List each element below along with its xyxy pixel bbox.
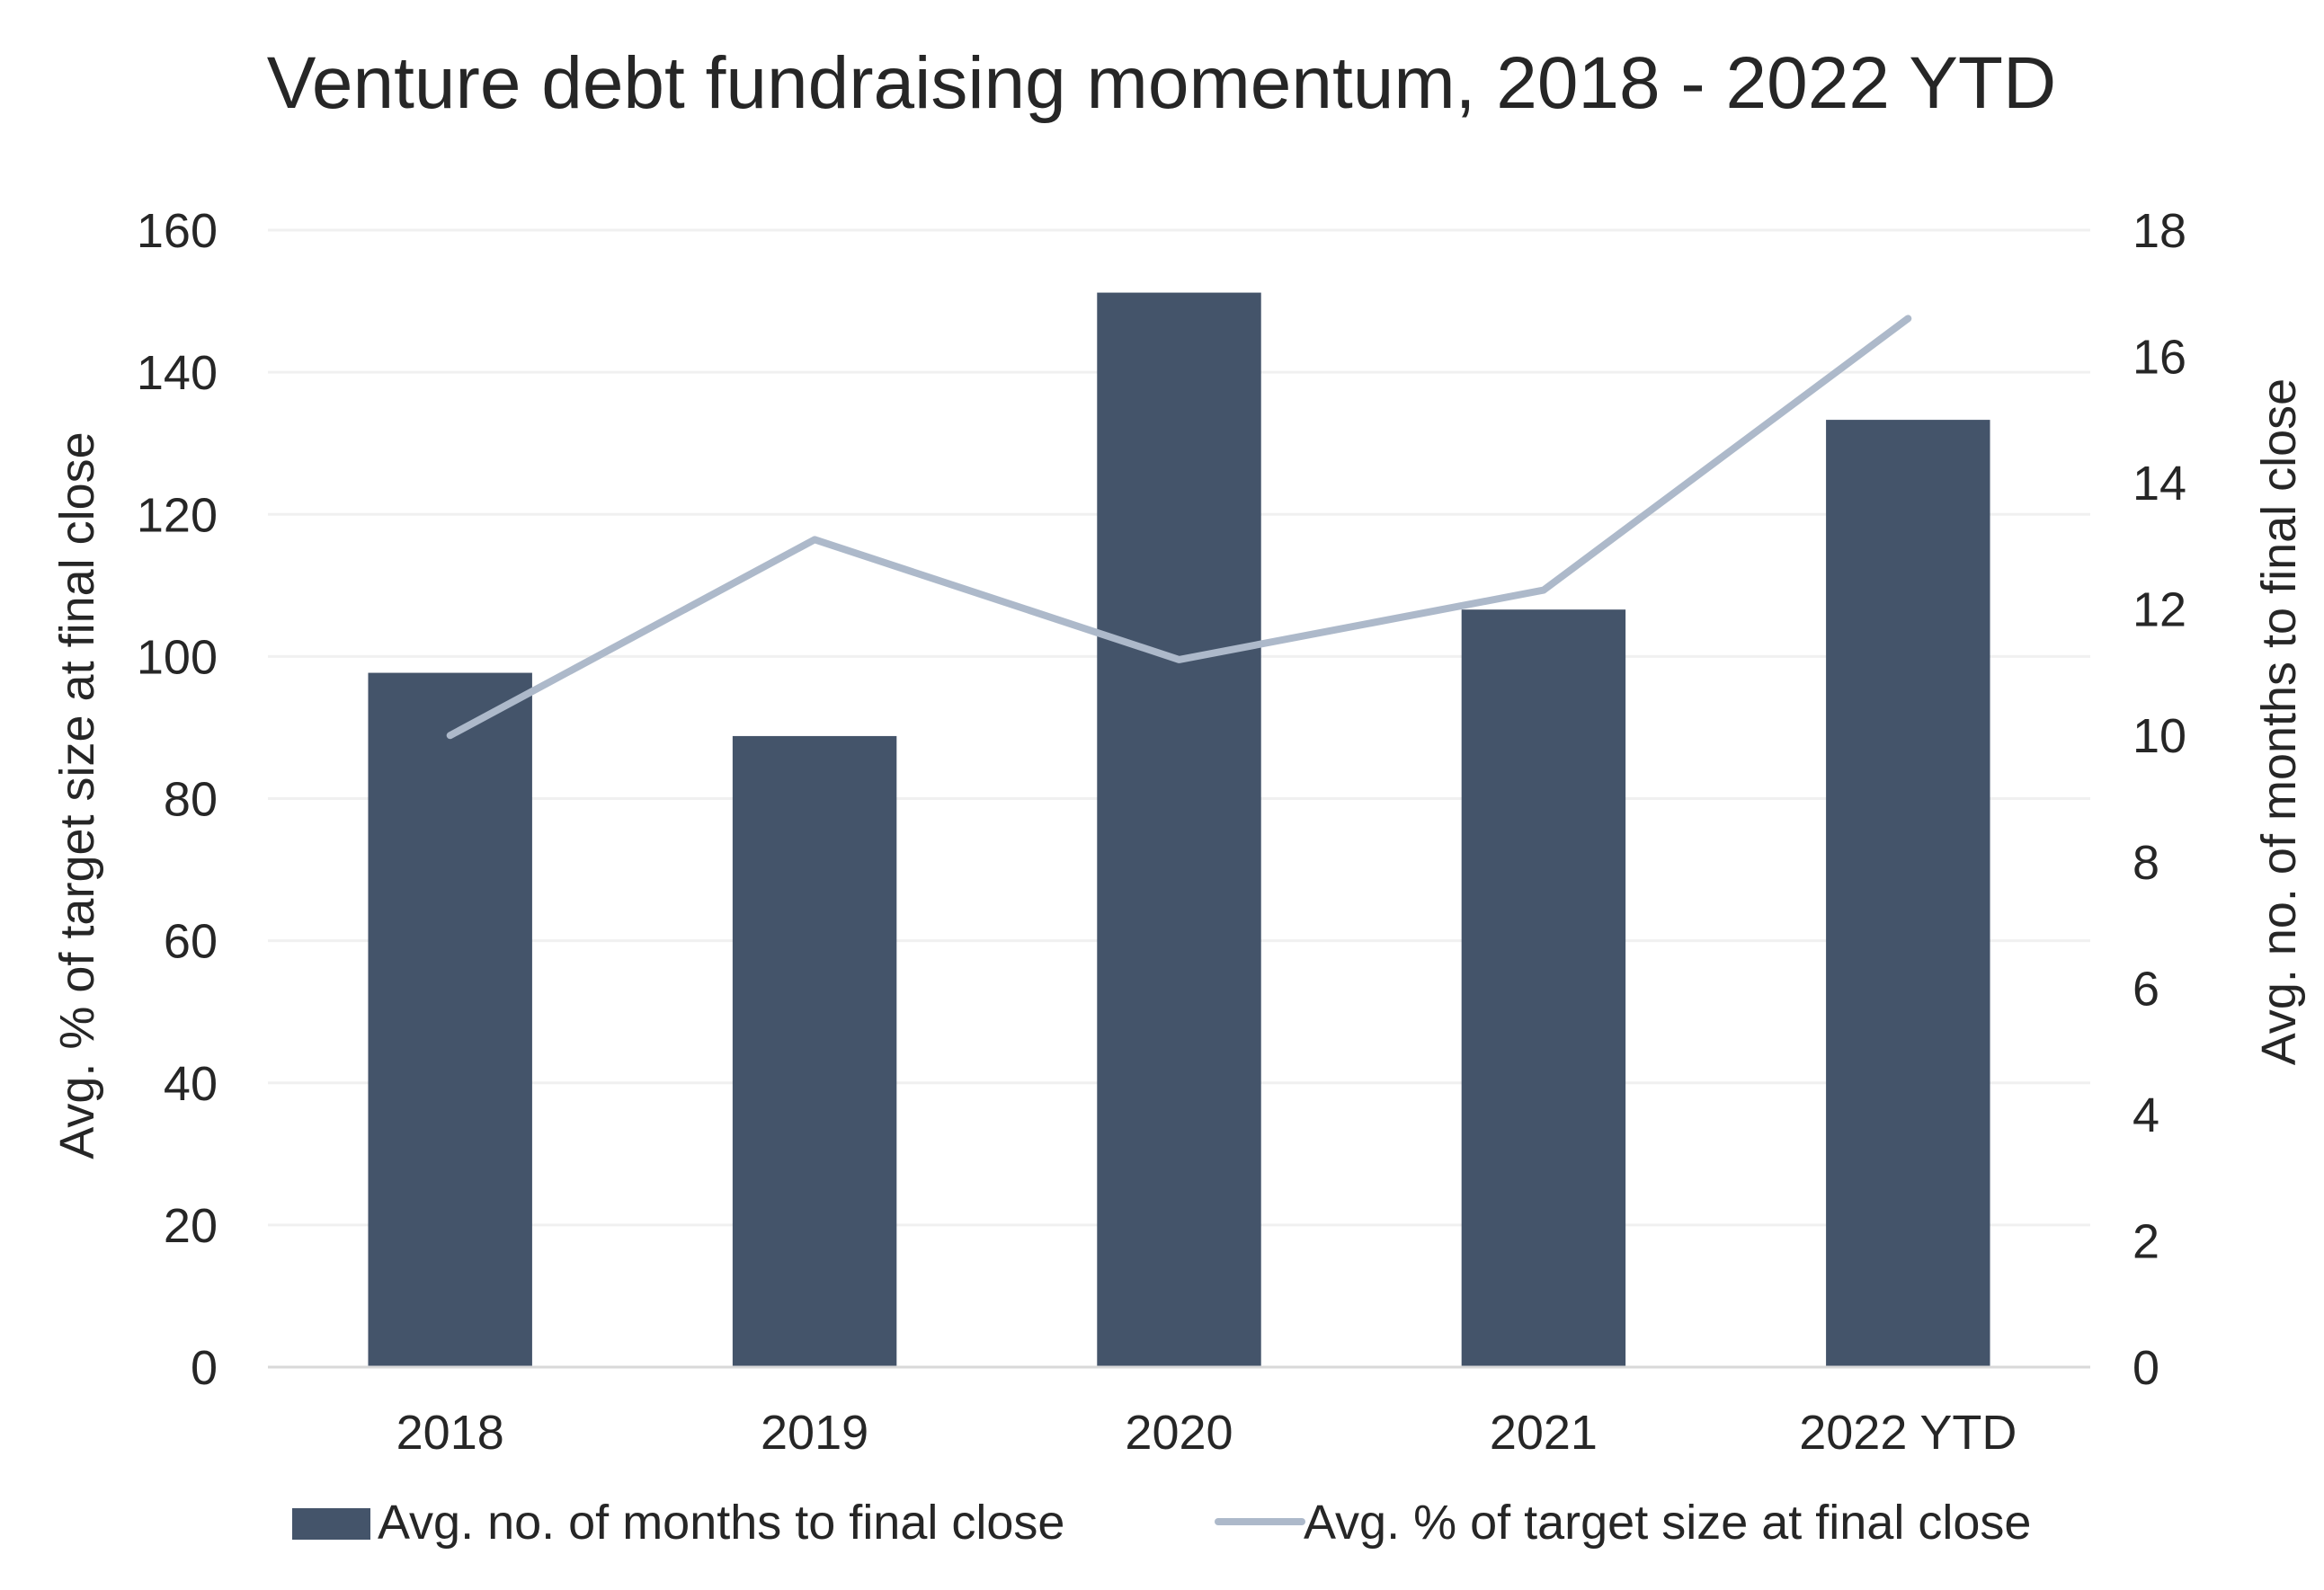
- bar-series: [368, 292, 1990, 1368]
- x-tick-label: 2021: [1490, 1406, 1598, 1460]
- legend-swatch-bar: [292, 1508, 370, 1540]
- left-tick-label: 80: [164, 773, 218, 827]
- right-tick-label: 16: [2133, 331, 2186, 385]
- x-tick-label: 2022 YTD: [1799, 1406, 2017, 1460]
- legend: Avg. no. of months to final close Avg. % …: [292, 1496, 2031, 1550]
- chart-title: Venture debt fundraising momentum, 2018 …: [267, 42, 2056, 124]
- right-axis-title: Avg. no. of months to final close: [2252, 378, 2306, 1065]
- bar: [1097, 292, 1261, 1368]
- right-tick-label: 18: [2133, 204, 2186, 258]
- right-tick-label: 2: [2133, 1214, 2159, 1268]
- left-tick-label: 120: [137, 488, 218, 542]
- left-axis-title: Avg. % of target size at final close: [50, 431, 104, 1159]
- bar: [1826, 420, 1990, 1367]
- x-tick-label: 2018: [396, 1406, 504, 1460]
- x-tick-label: 2020: [1125, 1406, 1233, 1460]
- x-axis-ticks: 2018 2019 2020 2021 2022 YTD: [396, 1406, 2017, 1460]
- left-tick-label: 160: [137, 204, 218, 258]
- bar: [732, 735, 897, 1367]
- line-series: [446, 315, 1912, 740]
- legend-label-bar: Avg. no. of months to final close: [378, 1496, 1064, 1550]
- x-tick-label: 2019: [761, 1406, 868, 1460]
- right-tick-label: 0: [2133, 1341, 2159, 1395]
- legend-label-line: Avg. % of target size at final close: [1304, 1496, 2031, 1550]
- left-tick-label: 20: [164, 1199, 218, 1253]
- left-y-axis-ticks: 0 20 40 60 80 100 120 140 160: [137, 204, 218, 1395]
- right-tick-label: 10: [2133, 709, 2186, 763]
- left-tick-label: 60: [164, 915, 218, 969]
- left-tick-label: 0: [191, 1341, 218, 1395]
- right-tick-label: 4: [2133, 1088, 2159, 1142]
- right-tick-label: 6: [2133, 962, 2159, 1016]
- bar: [1461, 609, 1626, 1367]
- right-tick-label: 12: [2133, 583, 2186, 637]
- right-y-axis-ticks: 0 2 4 6 8 10 12 14 16 18: [2133, 204, 2186, 1395]
- right-tick-label: 14: [2133, 457, 2186, 511]
- series-line: [446, 315, 1912, 740]
- left-tick-label: 40: [164, 1057, 218, 1111]
- left-tick-label: 140: [137, 346, 218, 400]
- right-tick-label: 8: [2133, 836, 2159, 890]
- left-tick-label: 100: [137, 630, 218, 684]
- bar: [368, 672, 532, 1367]
